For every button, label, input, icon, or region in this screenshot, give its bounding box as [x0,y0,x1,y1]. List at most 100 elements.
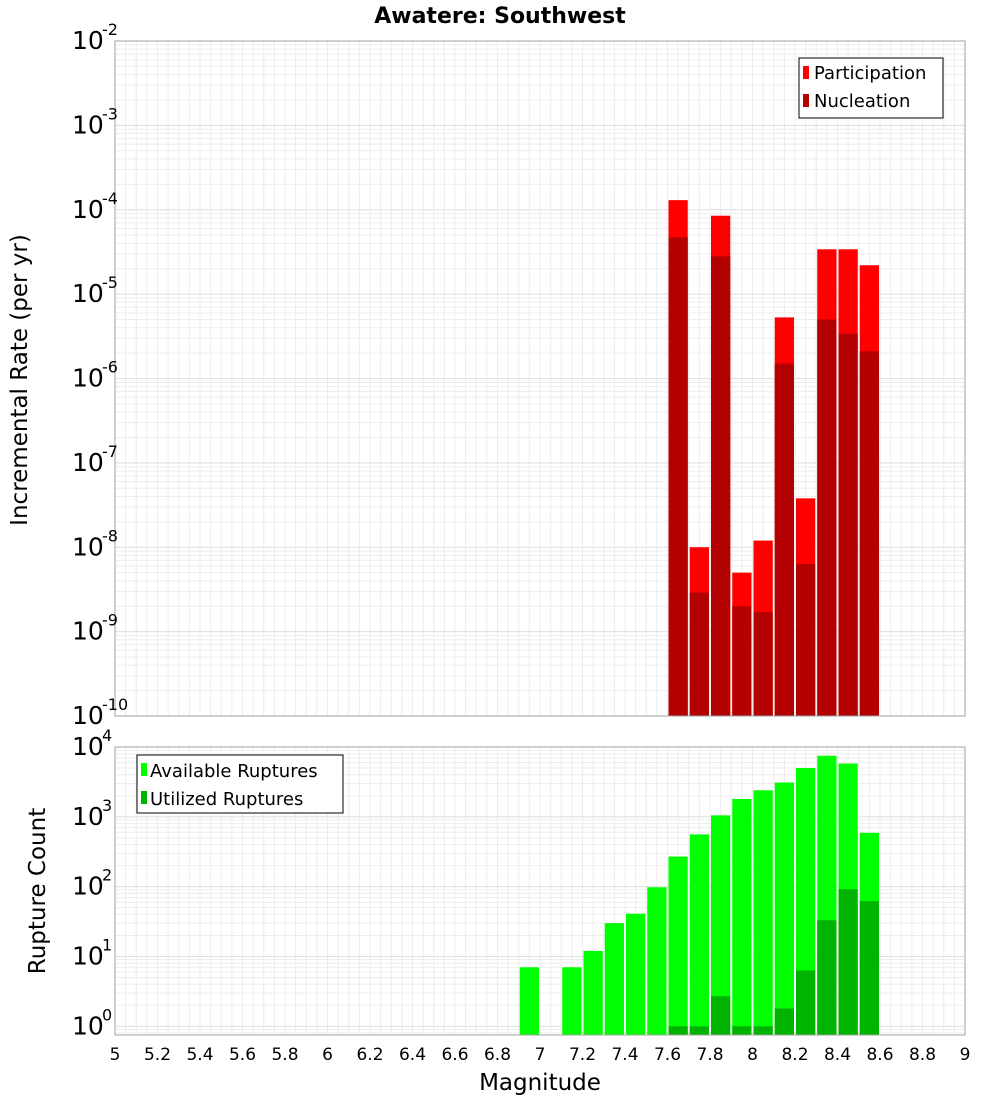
participation-legend-label: Participation [814,63,926,84]
y-tick-exponent: -9 [102,611,118,630]
y-tick-base: 10 [72,617,104,646]
y-tick-base: 10 [72,448,104,477]
x-axis-label: Magnitude [479,1070,601,1096]
y-tick-label: 102 [72,866,112,901]
y-tick-label: 101 [72,935,112,970]
y-tick-exponent: -10 [102,695,128,714]
y-tick-base: 10 [72,195,104,224]
y-tick-exponent: -3 [102,104,118,123]
x-tick-label: 8.6 [866,1045,893,1065]
count-bars [519,755,879,1035]
y-tick-exponent: -5 [102,273,118,292]
x-tick-label: 5.4 [186,1045,213,1065]
available-legend-label: Available Ruptures [150,761,318,782]
y-tick-exponent: -7 [102,442,118,461]
bar-nucleation [838,333,858,716]
y-tick-exponent: -8 [102,526,118,545]
x-tick-label: 7 [535,1045,546,1065]
y-tick-label: 10-4 [72,189,118,224]
x-tick-label: 6.4 [399,1045,426,1065]
y-tick-exponent: -4 [102,189,118,208]
bar-available [774,782,794,1035]
y-tick-exponent: 2 [102,866,112,885]
bar-utilized [689,1026,709,1035]
nucleation-legend-label: Nucleation [814,91,910,112]
bar-available [604,923,624,1035]
bar-available [626,913,646,1035]
bar-available [732,798,752,1035]
bar-available [562,967,582,1035]
rate-plot-frame [114,40,966,717]
y-tick-base: 10 [72,872,104,901]
x-tick-label: 5.2 [144,1045,171,1065]
y-tick-label: 10-10 [72,695,128,730]
y-tick-label: 10-2 [72,20,118,55]
y-tick-exponent: -2 [102,20,118,39]
bar-utilized [732,1026,752,1035]
participation-legend-swatch [803,66,809,79]
bar-nucleation [732,606,752,716]
rate-grid [114,40,966,717]
x-tick-label: 8 [747,1045,758,1065]
y-tick-base: 10 [72,1011,104,1040]
magnitude-x-ticks: 5 5.2 5.4 5.6 5.8 6 6.2 6.4 6.6 6.8 7 7.2 7.4 7.6 7.8 8… [110,1045,971,1065]
y-tick-exponent: 1 [102,935,112,954]
bar-utilized [796,970,816,1035]
bar-utilized [753,1026,773,1035]
count-legend-box [136,754,344,814]
available-legend-swatch [141,763,147,776]
bar-utilized [774,1008,794,1035]
y-tick-base: 10 [72,364,104,393]
x-tick-label: 5.8 [271,1045,298,1065]
x-tick-label: 7.4 [611,1045,638,1065]
bar-nucleation [859,351,879,716]
rate-legend-box [798,57,944,119]
bar-available [753,790,773,1035]
bar-available [711,815,731,1035]
x-tick-label: 5.6 [229,1045,256,1065]
x-tick-label: 7.2 [569,1045,596,1065]
rate-y-axis-label: Incremental Rate (per yr) [7,234,33,526]
utilized-legend-swatch [141,791,147,804]
y-tick-label: 10-7 [72,442,118,477]
count-plot-frame [114,746,966,1036]
bar-available [647,887,667,1035]
y-tick-label: 10-6 [72,358,118,393]
y-tick-label: 10-9 [72,611,118,646]
y-tick-label: 10-5 [72,273,118,308]
bar-available [519,967,539,1035]
y-tick-base: 10 [72,532,104,561]
y-tick-base: 10 [72,732,104,761]
bar-nucleation [668,237,688,716]
bar-nucleation [689,592,709,716]
bar-utilized [711,996,731,1035]
y-tick-base: 10 [72,110,104,139]
x-tick-label: 8.8 [909,1045,936,1065]
y-tick-base: 10 [72,701,104,730]
y-tick-exponent: 3 [102,796,112,815]
rate-legend: Participation Nucleation [798,57,944,119]
bar-nucleation [753,612,773,716]
bar-utilized [838,889,858,1035]
bar-available [796,768,816,1035]
bar-nucleation [796,564,816,716]
y-tick-exponent: -6 [102,358,118,377]
x-tick-label: 6.6 [441,1045,468,1065]
bar-utilized [668,1026,688,1035]
count-y-axis-label: Rupture Count [25,808,51,974]
bar-utilized [817,920,837,1035]
x-tick-label: 6 [322,1045,333,1065]
bar-nucleation [711,256,731,716]
bar-available [668,856,688,1035]
y-tick-base: 10 [72,941,104,970]
x-tick-label: 9 [960,1045,971,1065]
y-tick-exponent: 4 [102,726,112,745]
y-tick-label: 100 [72,1005,112,1040]
count-legend: Available Ruptures Utilized Ruptures [136,754,344,814]
x-tick-label: 5 [110,1045,121,1065]
y-tick-label: 10-8 [72,526,118,561]
